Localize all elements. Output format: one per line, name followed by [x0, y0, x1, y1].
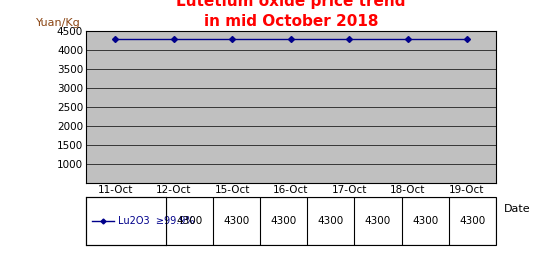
Text: Lu2O3  ≥99.9%: Lu2O3 ≥99.9% [118, 216, 194, 226]
Title: Lutetium oxide price trend
in mid October 2018: Lutetium oxide price trend in mid Octobe… [176, 0, 406, 28]
Text: 4300: 4300 [270, 216, 297, 226]
Text: 4300: 4300 [317, 216, 344, 226]
Text: Yuan/Kg: Yuan/Kg [35, 18, 80, 28]
Text: 4300: 4300 [365, 216, 391, 226]
Text: 4300: 4300 [176, 216, 203, 226]
Text: 4300: 4300 [412, 216, 438, 226]
Text: 4300: 4300 [223, 216, 250, 226]
Text: 4300: 4300 [459, 216, 485, 226]
Text: Date: Date [504, 204, 531, 214]
